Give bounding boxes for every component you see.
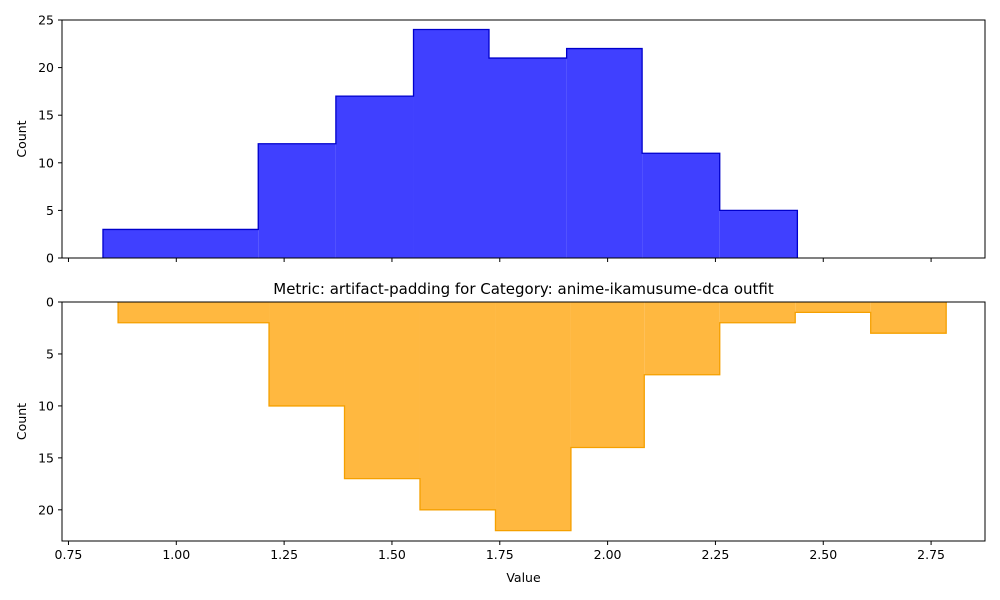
bottom-histogram-bar (118, 302, 270, 323)
bottom-x-tick-label: 1.25 (270, 547, 298, 562)
bottom-histogram-panel: Metric: artifact-padding for Category: a… (14, 280, 986, 585)
bottom-x-tick-label: 2.00 (594, 547, 622, 562)
bottom-y-axis-label: Count (14, 403, 29, 440)
top-histogram-bar (719, 210, 798, 258)
top-histogram-bar (258, 143, 336, 258)
top-y-axis-label: Count (14, 120, 29, 157)
top-histogram-bars (102, 28, 799, 259)
top-histogram-bar (488, 58, 567, 258)
bottom-y-tick-label: 20 (38, 502, 54, 517)
top-histogram-bar (566, 48, 643, 259)
bottom-y-tick-label: 0 (46, 295, 54, 310)
bottom-x-tick-label: 2.25 (702, 547, 730, 562)
top-histogram-bar (642, 153, 720, 258)
bottom-y-tick-label: 10 (38, 398, 54, 413)
top-histogram-bar (335, 96, 414, 258)
bottom-x-tick-label: 2.50 (809, 547, 837, 562)
bottom-x-tick-label: 1.00 (162, 547, 190, 562)
bottom-x-tick-label: 1.75 (486, 547, 514, 562)
top-histogram-outline (102, 28, 799, 258)
top-histogram-bar (102, 229, 259, 258)
bottom-histogram-bar (795, 302, 871, 313)
bottom-axis-ticks: 0.75 1.00 1.25 1.50 1.75 2.00 2.25 2.50 2.75 0 5 10… (38, 295, 945, 563)
top-y-tick-label: 5 (46, 203, 54, 218)
bottom-histogram-bar (870, 302, 947, 334)
bottom-histogram-bar (495, 302, 571, 531)
bottom-histogram-bar (719, 302, 796, 323)
bottom-x-tick-label: 1.50 (378, 547, 406, 562)
bottom-histogram-bar (344, 302, 420, 479)
top-plot-frame (61, 19, 986, 259)
bottom-plot-frame (61, 301, 986, 542)
top-histogram-panel: 0 5 10 15 20 25 Count (14, 13, 986, 266)
top-y-tick-label: 20 (38, 60, 54, 75)
bottom-histogram-outline (117, 302, 947, 532)
bottom-histogram-bar (269, 302, 345, 406)
bottom-y-tick-label: 15 (38, 450, 54, 465)
top-y-tick-label: 25 (38, 13, 54, 28)
bottom-x-tick-label: 0.75 (55, 547, 83, 562)
bottom-x-tick-label: 2.75 (917, 547, 945, 562)
top-histogram-bar (413, 29, 489, 258)
top-y-tick-label: 15 (38, 108, 54, 123)
top-y-tick-label: 10 (38, 155, 54, 170)
bottom-histogram-bars (117, 302, 947, 532)
top-y-tick-label: 0 (46, 251, 54, 266)
bottom-x-axis-label: Value (506, 570, 541, 585)
bottom-histogram-bar (570, 302, 645, 448)
bottom-y-tick-label: 5 (46, 346, 54, 361)
top-axis-ticks: 0 5 10 15 20 25 (38, 13, 932, 266)
bottom-histogram-bar (644, 302, 720, 375)
bottom-histogram-bar (419, 302, 496, 510)
bottom-chart-title: Metric: artifact-padding for Category: a… (273, 280, 774, 298)
